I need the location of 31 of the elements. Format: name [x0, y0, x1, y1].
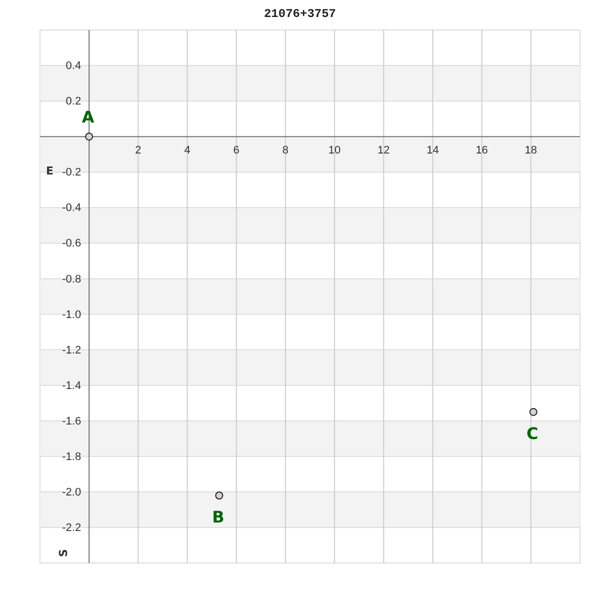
- y-tick-label: -2.2: [62, 522, 82, 534]
- y-tick-label: -1.6: [62, 415, 82, 428]
- series-label: A: [82, 108, 95, 127]
- x-tick-label: 10: [328, 144, 341, 156]
- y-tick-label: -1.0: [62, 308, 82, 321]
- y-tick-label: -1.4: [62, 380, 82, 392]
- y-tick-label: -2.0: [62, 486, 82, 498]
- chart-title: 21076+3757: [264, 7, 336, 21]
- y-tick-label: -1.2: [62, 344, 82, 356]
- point: [529, 408, 538, 416]
- x-tick-label: 12: [378, 144, 390, 156]
- point: [215, 491, 224, 500]
- x-tick-label: 8: [282, 144, 289, 156]
- x-tick-label: 14: [426, 144, 439, 156]
- x-tick-label: 18: [524, 144, 538, 156]
- x-tick-label: 4: [184, 144, 190, 156]
- y-tick-label: -0.6: [62, 238, 82, 250]
- y-axis-title: S: [57, 548, 70, 557]
- y-tick-label: -0.8: [62, 273, 82, 286]
- y-tick-label: 0.2: [66, 96, 82, 108]
- series-label: B: [212, 507, 224, 526]
- x-tick-label: 2: [135, 144, 142, 156]
- y-tick-label: -1.8: [62, 450, 82, 463]
- x-tick-label: 6: [233, 144, 240, 156]
- y-tick-label: -0.4: [62, 202, 82, 214]
- y-tick-label: 0.4: [66, 60, 82, 72]
- series-label: C: [526, 424, 538, 443]
- x-axis-title: E: [46, 164, 54, 178]
- x-tick-label: 16: [476, 144, 488, 156]
- point: [85, 132, 94, 141]
- y-tick-label: -0.2: [62, 166, 82, 179]
